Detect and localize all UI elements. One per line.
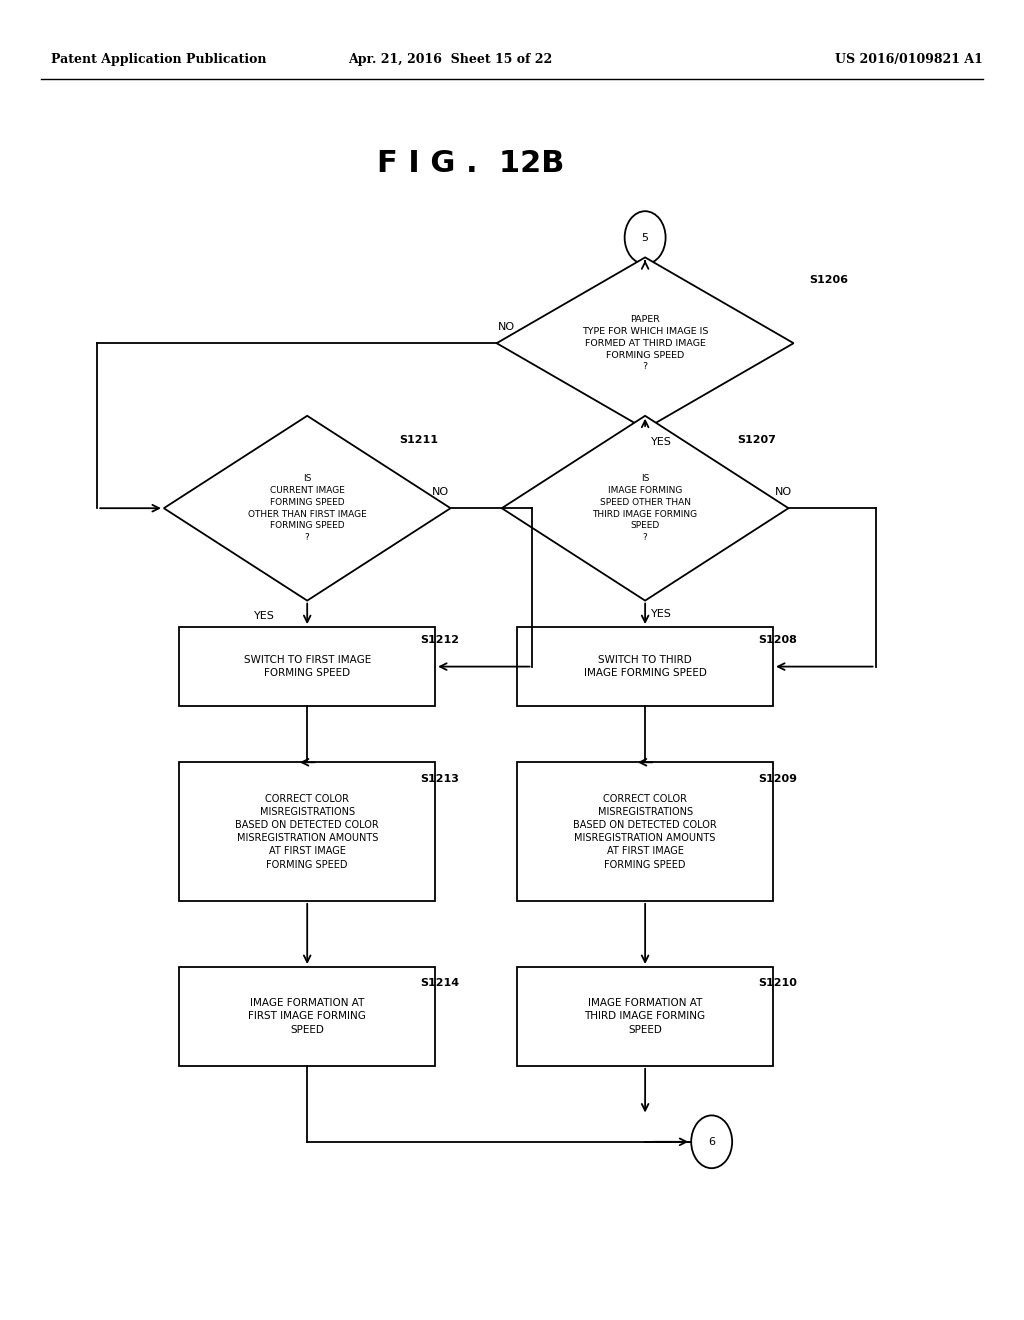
FancyBboxPatch shape bbox=[179, 763, 435, 900]
Circle shape bbox=[625, 211, 666, 264]
Text: S1206: S1206 bbox=[809, 275, 848, 285]
FancyBboxPatch shape bbox=[517, 966, 773, 1067]
Text: IS
CURRENT IMAGE
FORMING SPEED
OTHER THAN FIRST IMAGE
FORMING SPEED
?: IS CURRENT IMAGE FORMING SPEED OTHER THA… bbox=[248, 474, 367, 543]
Text: S1214: S1214 bbox=[420, 978, 459, 989]
Polygon shape bbox=[502, 416, 788, 601]
Text: PAPER
TYPE FOR WHICH IMAGE IS
FORMED AT THIRD IMAGE
FORMING SPEED
?: PAPER TYPE FOR WHICH IMAGE IS FORMED AT … bbox=[582, 315, 709, 371]
Text: F I G .  12B: F I G . 12B bbox=[378, 149, 564, 178]
Text: 5: 5 bbox=[642, 232, 648, 243]
Text: S1213: S1213 bbox=[420, 774, 459, 784]
Text: YES: YES bbox=[254, 611, 274, 622]
Text: IMAGE FORMATION AT
FIRST IMAGE FORMING
SPEED: IMAGE FORMATION AT FIRST IMAGE FORMING S… bbox=[248, 998, 367, 1035]
Text: S1212: S1212 bbox=[420, 635, 459, 645]
Text: US 2016/0109821 A1: US 2016/0109821 A1 bbox=[836, 53, 983, 66]
Text: IMAGE FORMATION AT
THIRD IMAGE FORMING
SPEED: IMAGE FORMATION AT THIRD IMAGE FORMING S… bbox=[585, 998, 706, 1035]
Text: S1209: S1209 bbox=[758, 774, 797, 784]
Text: CORRECT COLOR
MISREGISTRATIONS
BASED ON DETECTED COLOR
MISREGISTRATION AMOUNTS
A: CORRECT COLOR MISREGISTRATIONS BASED ON … bbox=[236, 793, 379, 870]
Text: S1208: S1208 bbox=[758, 635, 797, 645]
Text: 6: 6 bbox=[709, 1137, 715, 1147]
Text: SWITCH TO THIRD
IMAGE FORMING SPEED: SWITCH TO THIRD IMAGE FORMING SPEED bbox=[584, 655, 707, 678]
Text: YES: YES bbox=[651, 437, 672, 447]
Text: YES: YES bbox=[651, 609, 672, 619]
Text: NO: NO bbox=[499, 322, 515, 333]
Polygon shape bbox=[164, 416, 451, 601]
FancyBboxPatch shape bbox=[179, 627, 435, 706]
Text: CORRECT COLOR
MISREGISTRATIONS
BASED ON DETECTED COLOR
MISREGISTRATION AMOUNTS
A: CORRECT COLOR MISREGISTRATIONS BASED ON … bbox=[573, 793, 717, 870]
Text: SWITCH TO FIRST IMAGE
FORMING SPEED: SWITCH TO FIRST IMAGE FORMING SPEED bbox=[244, 655, 371, 678]
Text: S1210: S1210 bbox=[758, 978, 797, 989]
Text: NO: NO bbox=[775, 487, 792, 498]
Text: IS
IMAGE FORMING
SPEED OTHER THAN
THIRD IMAGE FORMING
SPEED
?: IS IMAGE FORMING SPEED OTHER THAN THIRD … bbox=[593, 474, 697, 543]
Text: Apr. 21, 2016  Sheet 15 of 22: Apr. 21, 2016 Sheet 15 of 22 bbox=[348, 53, 553, 66]
FancyBboxPatch shape bbox=[517, 763, 773, 900]
Text: S1207: S1207 bbox=[737, 434, 776, 445]
Text: S1211: S1211 bbox=[399, 434, 438, 445]
FancyBboxPatch shape bbox=[517, 627, 773, 706]
Text: NO: NO bbox=[432, 487, 449, 498]
Circle shape bbox=[691, 1115, 732, 1168]
Polygon shape bbox=[497, 257, 794, 429]
Text: Patent Application Publication: Patent Application Publication bbox=[51, 53, 266, 66]
FancyBboxPatch shape bbox=[179, 966, 435, 1067]
